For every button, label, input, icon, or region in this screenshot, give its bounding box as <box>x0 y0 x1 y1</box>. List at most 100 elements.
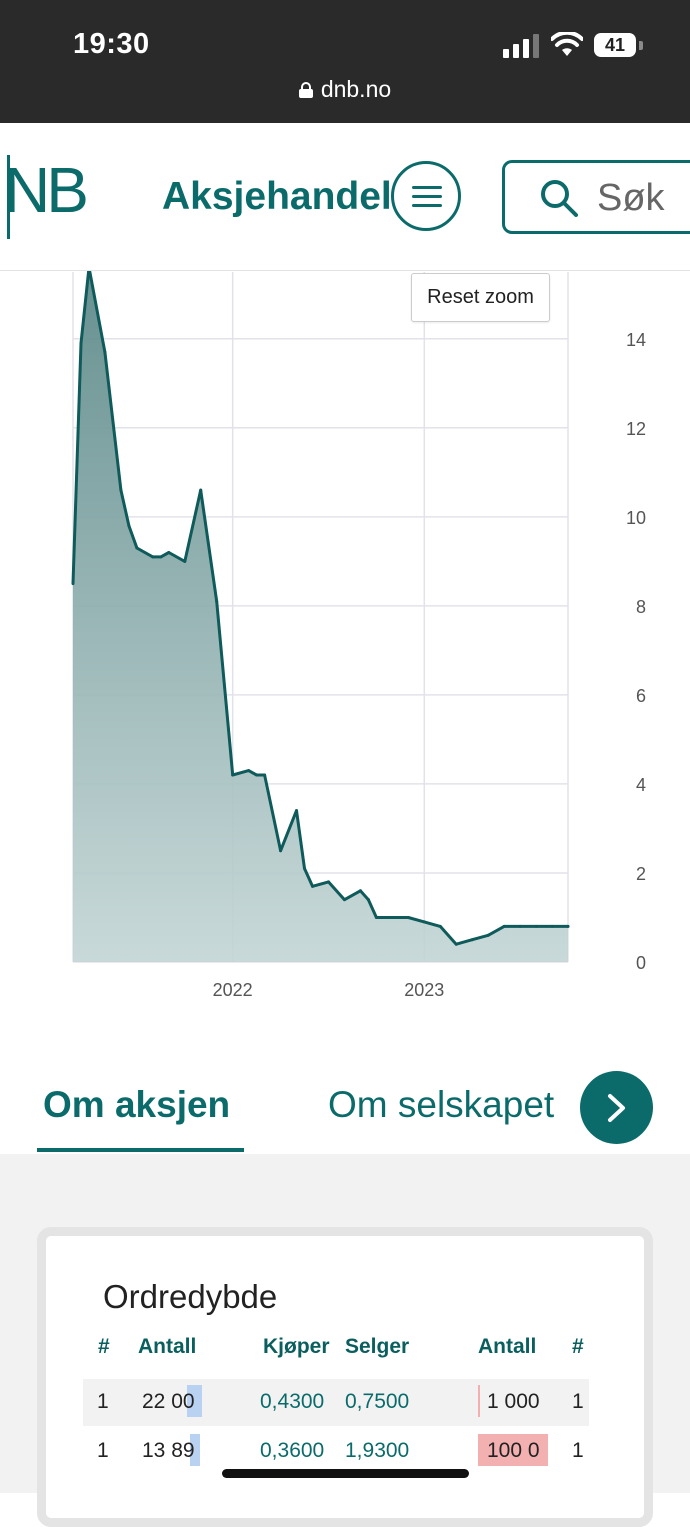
chart-points <box>71 341 570 946</box>
hamburger-icon-line <box>412 204 442 207</box>
home-indicator <box>222 1469 469 1478</box>
y-tick-label: 10 <box>626 508 646 528</box>
chart-point <box>199 488 203 492</box>
y-tick-label: 0 <box>636 953 646 973</box>
chart-point <box>454 942 458 946</box>
y-tick-label: 4 <box>636 775 646 795</box>
order-depth-title: Ordredybde <box>103 1278 278 1315</box>
chart-point <box>518 924 522 928</box>
address-bar[interactable]: dnb.no <box>0 76 690 103</box>
chart-point <box>263 773 267 777</box>
chart-point <box>342 898 346 902</box>
menu-button[interactable] <box>391 161 461 231</box>
x-axis-labels: 2022 2023 <box>213 980 445 1000</box>
site-header: NB Aksjehandel Søk <box>0 123 690 271</box>
active-tab-indicator <box>37 1148 244 1152</box>
status-time: 19:30 <box>73 28 150 60</box>
sell-count: 1 <box>572 1439 584 1462</box>
battery-icon: 41 <box>594 33 636 57</box>
tab-om-aksjen[interactable]: Om aksjen <box>43 1084 231 1125</box>
sell-price[interactable]: 1,9300 <box>345 1439 410 1462</box>
chart-point <box>358 889 362 893</box>
sell-price[interactable]: 0,7500 <box>345 1390 410 1413</box>
buy-price[interactable]: 0,3600 <box>260 1439 325 1462</box>
status-bar: 19:30 41 dnb.no <box>0 0 690 123</box>
y-tick-label: 8 <box>636 597 646 617</box>
search-button[interactable]: Søk <box>502 160 690 234</box>
header-buy-price: Kjøper <box>263 1335 330 1358</box>
wifi-icon <box>551 32 583 56</box>
chart-point <box>550 924 554 928</box>
chart-point <box>79 341 83 345</box>
header-buy-count: # <box>98 1335 110 1358</box>
chart-point <box>406 915 410 919</box>
chart-point <box>215 599 219 603</box>
logo-stroke <box>7 155 10 239</box>
chart-point <box>167 550 171 554</box>
chart-point <box>135 546 139 550</box>
header-sell-count: # <box>572 1335 584 1358</box>
tabs-next-button[interactable] <box>580 1071 653 1144</box>
buy-qty: 22 00 <box>142 1390 195 1413</box>
chart-point <box>71 582 75 586</box>
y-tick-label: 2 <box>636 864 646 884</box>
chart-point <box>390 915 394 919</box>
x-tick-label: 2023 <box>404 980 444 1000</box>
sell-depth-bar <box>478 1434 548 1466</box>
tab-om-selskapet[interactable]: Om selskapet <box>328 1084 555 1125</box>
header-sell-qty: Antall <box>478 1335 537 1358</box>
buy-qty: 13 89 <box>142 1439 195 1462</box>
y-tick-label: 12 <box>626 419 646 439</box>
sell-count: 1 <box>572 1390 584 1413</box>
chart-point <box>159 555 163 559</box>
chevron-right-icon <box>608 1094 625 1122</box>
chart-area <box>73 271 568 962</box>
reset-zoom-button[interactable]: Reset zoom <box>411 273 550 322</box>
chart-point <box>486 933 490 937</box>
chart-point <box>151 555 155 559</box>
chart-point <box>534 924 538 928</box>
buy-price[interactable]: 0,4300 <box>260 1390 325 1413</box>
chart-point <box>566 924 570 928</box>
hamburger-icon-line <box>412 186 442 189</box>
lock-icon <box>298 82 313 98</box>
chart-point <box>247 769 251 773</box>
hamburger-icon-line <box>412 195 442 198</box>
buy-count: 1 <box>97 1439 109 1462</box>
y-tick-label: 14 <box>626 330 646 350</box>
y-tick-label: 6 <box>636 686 646 706</box>
y-axis-labels: 0 2 4 6 8 10 12 14 <box>626 330 646 973</box>
dnb-logo[interactable]: NB <box>4 154 89 226</box>
chart-point <box>183 559 187 563</box>
order-depth-card <box>37 1227 653 1527</box>
chart-point <box>438 924 442 928</box>
chart-point <box>119 488 123 492</box>
chart-point <box>374 915 378 919</box>
chart-point <box>470 938 474 942</box>
page-title: Aksjehandel <box>162 175 392 218</box>
header-buy-qty: Antall <box>138 1335 197 1358</box>
chart-point <box>127 524 131 528</box>
buy-depth-bar <box>187 1385 203 1417</box>
buy-count: 1 <box>97 1390 109 1413</box>
chart-point <box>295 809 299 813</box>
chart-point <box>422 920 426 924</box>
chart-series-line <box>71 271 568 946</box>
chart-point <box>303 867 307 871</box>
url-text: dnb.no <box>320 76 392 102</box>
sell-qty: 100 0 <box>487 1439 540 1462</box>
chart-point <box>279 849 283 853</box>
chart-point <box>366 898 370 902</box>
battery-tip <box>639 41 643 50</box>
cellular-signal-icon <box>503 34 541 58</box>
chart-point <box>311 884 315 888</box>
chart-point <box>255 773 259 777</box>
search-icon <box>541 180 578 217</box>
chart-point <box>231 773 235 777</box>
header-sell-price: Selger <box>345 1335 410 1358</box>
chart-point <box>103 350 107 354</box>
sell-depth-bar <box>478 1385 480 1417</box>
chart-point <box>326 880 330 884</box>
sell-qty: 1 000 <box>487 1390 540 1413</box>
price-chart[interactable]: 0 2 4 6 8 10 12 14 2022 2023 <box>0 271 690 1011</box>
